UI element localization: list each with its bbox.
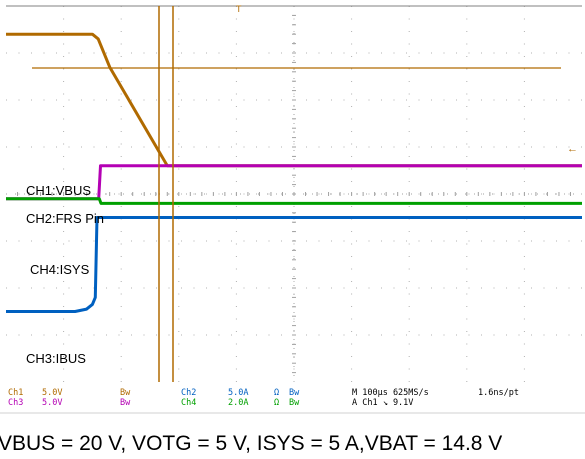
trigger-level-arrow: ← xyxy=(567,143,578,155)
ch4-id: Ch4 xyxy=(181,398,196,408)
status-bar: Ch1 5.0V Bw Ch3 5.0V Bw Ch2 5.0A Ω Bw Ch… xyxy=(8,388,519,408)
trace-ch4-isys xyxy=(6,197,582,205)
ch1-id: Ch1 xyxy=(8,388,23,398)
label-vbus: CH1:VBUS xyxy=(26,183,91,198)
trace-ch3-ibus xyxy=(6,216,582,313)
ch2-scale: 5.0A xyxy=(228,388,248,398)
record-readout: 1.6ns/pt xyxy=(478,388,519,398)
timebase-readout: M 100µs 625MS/s xyxy=(352,388,429,398)
ch2-id: Ch2 xyxy=(181,388,196,398)
ch1-scale: 5.0V xyxy=(42,388,62,398)
ch4-ohm: Ω xyxy=(274,398,279,408)
ch3-scale: 5.0V xyxy=(42,398,62,408)
graticule xyxy=(6,6,582,382)
label-ibus: CH3:IBUS xyxy=(26,351,86,366)
label-isys: CH4:ISYS xyxy=(30,262,90,277)
caption: VBUS = 20 V, VOTG = 5 V, ISYS = 5 A,VBAT… xyxy=(0,432,502,455)
label-frs-pin: CH2:FRS Pin xyxy=(26,211,104,226)
ch2-bw: Bw xyxy=(289,388,300,398)
ch4-scale: 2.0A xyxy=(228,398,248,408)
traces xyxy=(6,32,582,313)
ch3-bw: Bw xyxy=(120,398,131,408)
trigger-position-marker: T xyxy=(236,4,242,14)
trigger-readout: A Ch1 ↘ 9.1V xyxy=(352,398,413,408)
ch1-bw: Bw xyxy=(120,388,131,398)
ch3-id: Ch3 xyxy=(8,398,23,408)
ch4-bw: Bw xyxy=(289,398,300,408)
ch2-ohm: Ω xyxy=(274,388,279,398)
